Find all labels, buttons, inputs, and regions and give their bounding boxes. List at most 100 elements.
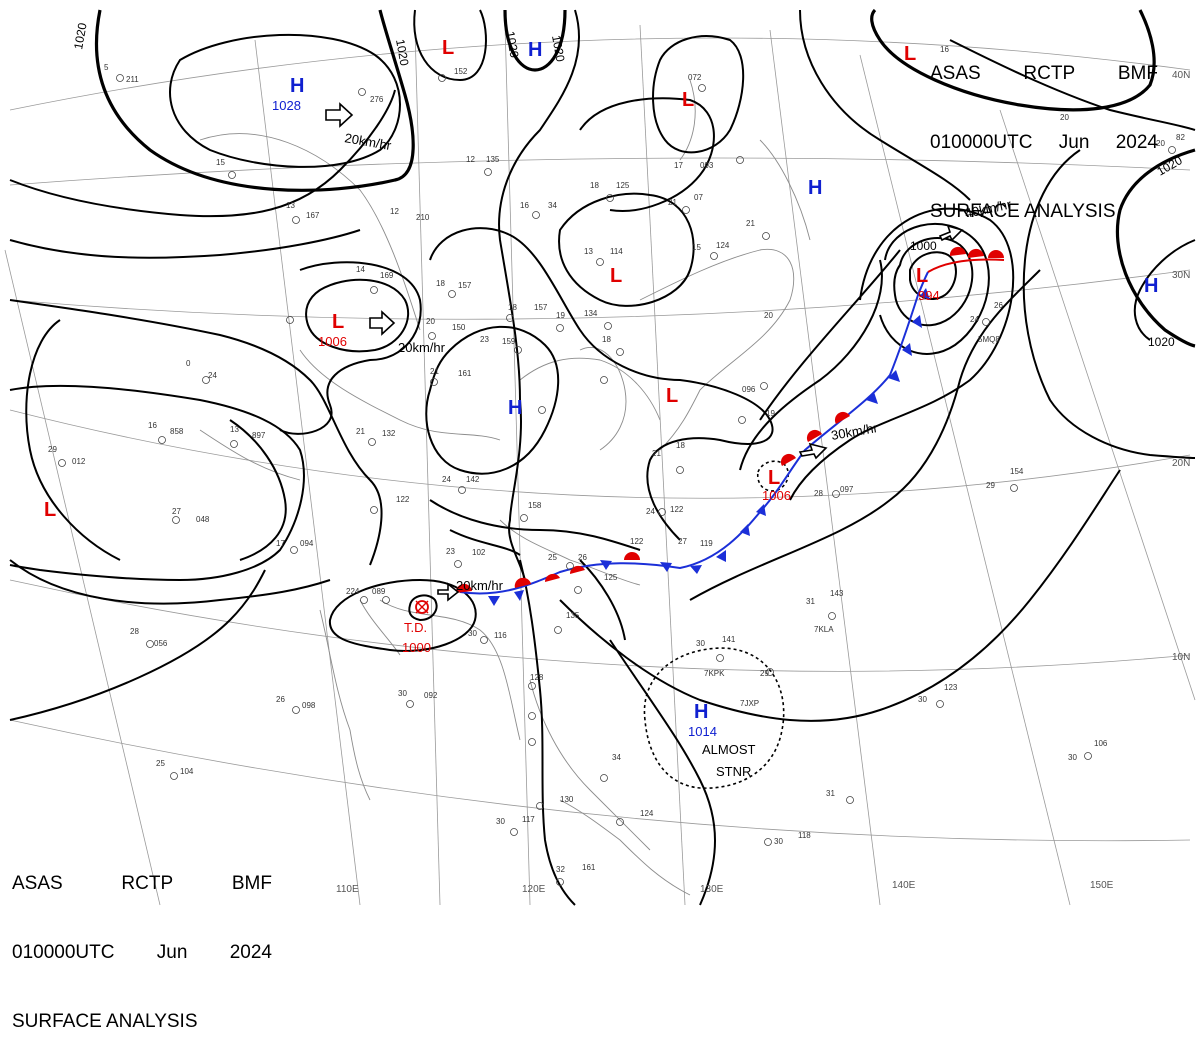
header-line-2: 010000UTC Jun 2024 [930,131,1158,154]
svg-text:19: 19 [766,409,775,418]
svg-text:32: 32 [556,865,565,874]
high-pressure-center: H [694,701,708,723]
svg-text:24: 24 [646,507,655,516]
svg-text:135: 135 [486,155,500,164]
fronts [455,246,1005,606]
svg-text:143: 143 [830,589,844,598]
svg-text:16: 16 [148,421,157,430]
svg-text:30: 30 [398,689,407,698]
high-pressure-center: H [528,39,542,61]
svg-text:28: 28 [814,489,823,498]
isobars [9,8,1196,906]
high-pressure-center: H [290,75,304,97]
header-top-right: ASAS RCTP BMF 010000UTC Jun 2024 SURFACE… [930,16,1158,246]
svg-text:089: 089 [372,587,386,596]
cold-front-triangles [488,288,930,606]
svg-text:092: 092 [424,691,438,700]
pressure-value: 1028 [272,98,301,113]
svg-text:048: 048 [196,515,210,524]
svg-text:31: 31 [826,789,835,798]
svg-text:30: 30 [468,629,477,638]
svg-text:29: 29 [760,669,769,678]
svg-text:135: 135 [566,611,580,620]
latitude-label: 30N [1172,270,1190,281]
svg-text:097: 097 [840,485,854,494]
svg-text:122: 122 [396,495,410,504]
svg-text:26: 26 [994,301,1003,310]
svg-text:134: 134 [584,309,598,318]
svg-text:072: 072 [688,73,702,82]
svg-text:20: 20 [426,317,435,326]
svg-text:18: 18 [676,441,685,450]
svg-text:123: 123 [944,683,958,692]
pressure-value: 1014 [688,724,717,739]
low-pressure-center: L [44,499,56,521]
header-product: SURFACE ANALYSIS [930,201,1116,222]
longitude-label: 140E [892,880,916,891]
svg-text:104: 104 [180,767,194,776]
header-bottom-left: ASAS RCTP BMF 010000UTC Jun 2024 SURFACE… [12,826,272,1056]
header-bureau: BMF [231,873,272,894]
movement-arrow-3 [437,582,460,602]
svg-text:26: 26 [276,695,285,704]
svg-text:224: 224 [346,587,360,596]
station-id: 7JXP [740,699,759,708]
svg-text:132: 132 [382,429,396,438]
latitude-label: 40N [1172,70,1190,81]
svg-text:124: 124 [716,241,730,250]
svg-text:82: 82 [1176,133,1185,142]
svg-text:25: 25 [156,759,165,768]
svg-text:27: 27 [678,537,687,546]
svg-text:106: 106 [1094,739,1108,748]
header-bureau: BMF [1117,63,1158,84]
svg-text:24: 24 [970,315,979,324]
station-ids: 7KLA 7KPK 7JXP 5MQ8 [704,335,1000,708]
svg-text:119: 119 [700,539,713,548]
svg-text:154: 154 [1010,467,1024,476]
svg-text:161: 161 [458,369,472,378]
svg-text:210: 210 [416,213,430,222]
svg-text:34: 34 [548,201,557,210]
svg-text:157: 157 [534,303,548,312]
svg-text:13: 13 [584,247,593,256]
station-id: 7KLA [814,625,834,634]
svg-text:122: 122 [630,537,644,546]
svg-text:102: 102 [472,548,486,557]
svg-text:114: 114 [610,247,623,256]
svg-text:17: 17 [674,161,683,170]
svg-text:21: 21 [746,219,755,228]
longitude-label: 120E [522,884,546,895]
header-month: Jun [156,942,188,963]
svg-text:141: 141 [722,635,736,644]
svg-text:20: 20 [764,311,773,320]
svg-text:130: 130 [560,795,574,804]
coastlines [199,79,811,896]
tropical-depression-symbol [415,600,429,614]
svg-text:30: 30 [1068,753,1077,762]
longitude-label: 150E [1090,880,1114,891]
svg-text:128: 128 [530,673,544,682]
svg-text:150: 150 [452,323,466,332]
svg-text:897: 897 [252,431,266,440]
header-year: 2024 [1115,132,1158,153]
svg-text:29: 29 [48,445,57,454]
svg-text:20: 20 [1156,139,1165,148]
latitude-label: 10N [1172,652,1190,663]
low-pressure-center: L [332,311,344,333]
svg-text:152: 152 [454,67,468,76]
svg-text:34: 34 [612,753,621,762]
svg-text:24: 24 [208,371,217,380]
svg-text:20: 20 [1060,113,1069,122]
longitude-labels: 110E 120E 130E 140E 150E [336,880,1114,895]
svg-text:16: 16 [520,201,529,210]
header-center: RCTP [1023,63,1076,84]
svg-text:116: 116 [494,631,507,640]
latitude-label: 20N [1172,458,1190,469]
svg-text:23: 23 [480,335,489,344]
svg-text:5: 5 [104,63,109,72]
movement-arrow-1 [325,102,354,128]
svg-text:30: 30 [496,817,505,826]
header-year: 2024 [229,942,272,963]
isobar-label: 1020 [503,30,521,59]
